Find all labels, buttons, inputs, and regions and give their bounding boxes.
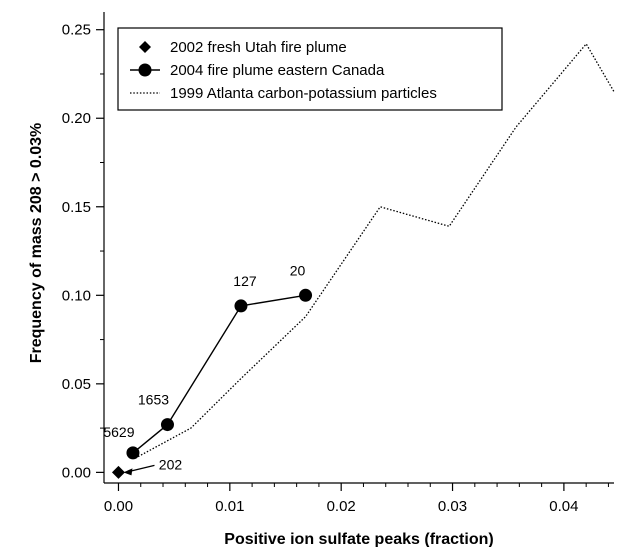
legend: 2002 fresh Utah fire plume 2004 fire plum… [117, 27, 503, 111]
legend-entry: 1999 Atlanta carbon-potassium particles [170, 85, 437, 102]
x-tick-label: 0.00 [104, 498, 133, 515]
legend-marker [139, 41, 151, 53]
data-point [299, 288, 313, 302]
series-line-1 [132, 294, 306, 454]
legend-marker [138, 63, 152, 77]
series-line-2 [134, 42, 615, 459]
y-tick-label: 0.20 [62, 110, 91, 127]
data-label: 127 [233, 273, 257, 289]
x-tick-label: 0.04 [549, 498, 578, 515]
y-tick-label: 0.15 [62, 199, 91, 216]
x-tick-label: 0.01 [215, 498, 244, 515]
data-point [234, 299, 248, 313]
x-tick-label: 0.02 [327, 498, 356, 515]
y-tick-label: 0.05 [62, 376, 91, 393]
legend-entry: 2002 fresh Utah fire plume [170, 39, 347, 56]
data-point [160, 418, 174, 432]
data-label: 202 [159, 456, 183, 472]
data-label: 5629 [103, 424, 134, 440]
series-layer [111, 42, 615, 479]
y-tick-label: 0.10 [62, 287, 91, 304]
data-point [126, 446, 140, 460]
y-axis-title: Frequency of mass 208 > 0.03% [28, 123, 45, 364]
data-label: 20 [290, 262, 306, 278]
data-point [111, 465, 125, 479]
x-axis-title: Positive ion sulfate peaks (fraction) [224, 531, 493, 547]
x-tick-label: 0.03 [438, 498, 467, 515]
legend-entry: 2004 fire plume eastern Canada [170, 62, 385, 79]
legend-box [117, 27, 503, 111]
data-label: 1653 [138, 392, 169, 408]
axes: 0.00 0.05 0.10 0.15 0.20 0.25 0.00 0.01 0.02 0.03… [62, 12, 614, 515]
y-tick-label: 0.25 [62, 22, 91, 39]
y-tick-label: 0.00 [62, 464, 91, 481]
annotation-arrow-head [123, 468, 133, 476]
